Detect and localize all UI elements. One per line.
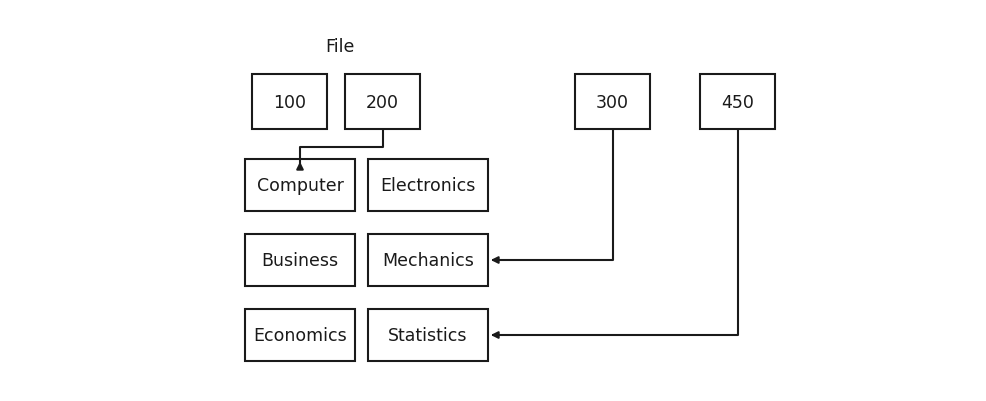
Text: Computer: Computer bbox=[256, 176, 343, 194]
Text: Electronics: Electronics bbox=[380, 176, 475, 194]
Text: Economics: Economics bbox=[252, 326, 346, 344]
Bar bbox=[575, 75, 650, 130]
Bar bbox=[345, 75, 420, 130]
Text: Mechanics: Mechanics bbox=[382, 251, 473, 269]
Text: 100: 100 bbox=[273, 93, 306, 111]
Text: Statistics: Statistics bbox=[387, 326, 467, 344]
Bar bbox=[699, 75, 774, 130]
Bar bbox=[368, 235, 487, 286]
Bar bbox=[245, 235, 355, 286]
Text: File: File bbox=[325, 38, 354, 56]
Bar bbox=[245, 309, 355, 361]
Bar bbox=[368, 309, 487, 361]
Text: 450: 450 bbox=[721, 93, 753, 111]
Text: 200: 200 bbox=[366, 93, 398, 111]
Bar bbox=[245, 160, 355, 211]
Bar bbox=[368, 160, 487, 211]
Text: 300: 300 bbox=[596, 93, 628, 111]
Text: Business: Business bbox=[261, 251, 338, 269]
Bar bbox=[251, 75, 326, 130]
